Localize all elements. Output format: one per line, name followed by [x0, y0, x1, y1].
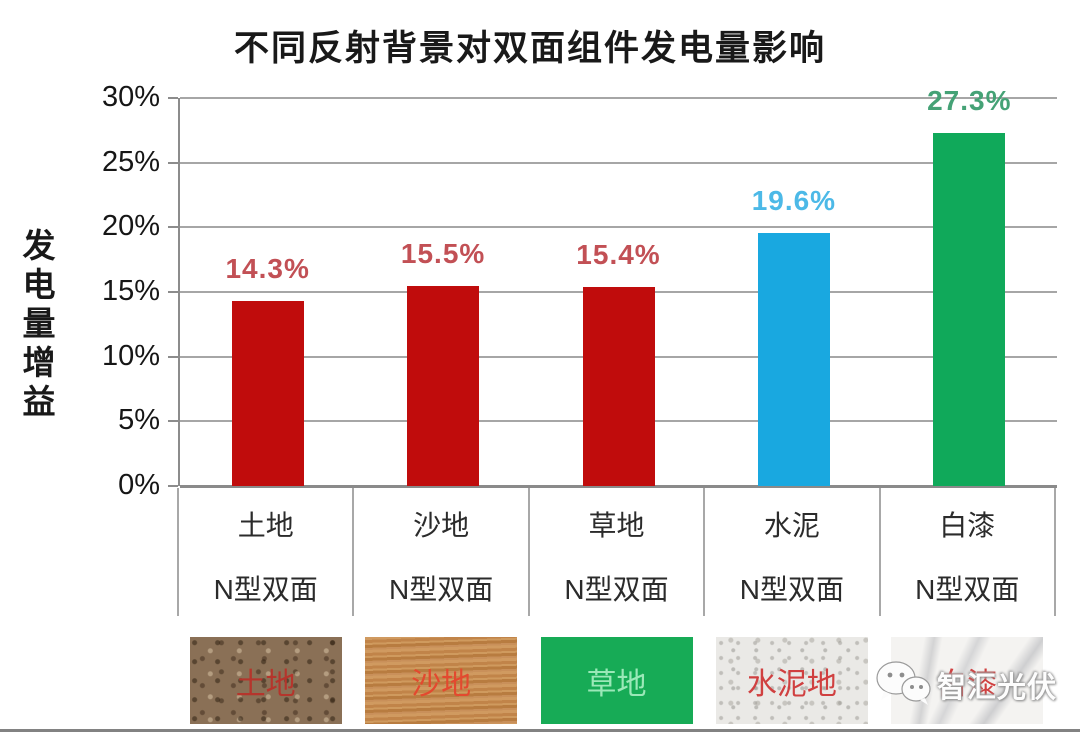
- bar-grass: [582, 287, 655, 486]
- y-tick-mark-25%: [168, 161, 178, 164]
- gridline-25%: [180, 161, 1057, 164]
- value-label-sand: 15.5%: [400, 238, 486, 269]
- category-sublabel-cement: N型双面: [739, 574, 844, 605]
- gridline-30%: [180, 97, 1057, 99]
- y-tick-label-20%: 20%: [101, 210, 160, 243]
- y-tick-mark-15%: [168, 291, 178, 293]
- category-separator-2: [527, 488, 530, 616]
- category-axis: 土地 N型双面 沙地 N型双面 草地 N型双面 水泥 N型双面 白漆 N型双面: [177, 486, 1056, 618]
- value-label-cement: 19.6%: [751, 185, 837, 216]
- category-label-white-paint: 白漆: [939, 510, 996, 541]
- category-label-soil: 土地: [237, 510, 294, 541]
- category-separator-1: [352, 488, 355, 616]
- texture-swatch-grass: 草地: [540, 637, 693, 724]
- category-sublabel-white-paint: N型双面: [915, 574, 1020, 605]
- value-label-white-paint: 27.3%: [927, 85, 1012, 116]
- y-tick-mark-20%: [168, 226, 178, 229]
- y-axis-title: 发电量增益: [18, 228, 55, 423]
- texture-label-soil: 土地: [235, 667, 296, 701]
- texture-swatch-sand: 沙地: [365, 637, 518, 724]
- y-tick-label-25%: 25%: [101, 145, 160, 178]
- texture-label-grass: 草地: [586, 667, 647, 701]
- gridline-20%: [180, 226, 1057, 229]
- value-label-grass: 15.4%: [576, 239, 661, 270]
- category-cell-sand: 沙地 N型双面: [353, 486, 528, 618]
- texture-swatch-soil: 土地: [189, 637, 342, 724]
- bar-soil: [231, 301, 304, 486]
- texture-legend: 土地 沙地 草地 水泥地 白漆: [178, 637, 1055, 724]
- texture-label-cement: 水泥地: [746, 667, 837, 701]
- y-tick-mark-0%: [168, 485, 178, 487]
- y-tick-label-0%: 0%: [118, 468, 160, 501]
- category-separator-4: [878, 488, 881, 616]
- category-label-sand: 沙地: [413, 510, 470, 541]
- category-label-grass: 草地: [588, 510, 645, 541]
- bar-white-paint: [933, 133, 1006, 486]
- plot-area: 30% 25% 20% 15% 10% 5% 0% 14.3% 15.5% 15.4% 19.6% 2…: [102, 81, 1057, 501]
- y-tick-label-5%: 5%: [118, 404, 160, 437]
- category-label-cement: 水泥: [763, 510, 820, 541]
- category-cell-soil: 土地 N型双面: [178, 486, 353, 618]
- category-separator-3: [703, 488, 706, 616]
- category-sublabel-grass: N型双面: [564, 574, 669, 605]
- y-tick-label-15%: 15%: [101, 274, 160, 307]
- y-tick-label-10%: 10%: [101, 339, 160, 372]
- chart-title: 不同反射背景对双面组件发电量影响: [233, 29, 826, 68]
- category-sublabel-sand: N型双面: [388, 574, 494, 605]
- category-separator-0: [177, 488, 179, 616]
- y-tick-mark-10%: [168, 355, 178, 358]
- y-tick-mark-5%: [168, 420, 178, 423]
- texture-swatch-white-paint: 白漆: [891, 637, 1044, 724]
- category-cell-cement: 水泥 N型双面: [704, 486, 879, 618]
- bar-sand: [407, 286, 480, 486]
- y-tick-label-30%: 30%: [101, 80, 160, 113]
- category-separator-5: [1054, 488, 1056, 616]
- texture-swatch-cement: 水泥地: [715, 637, 868, 724]
- texture-label-white-paint: 白漆: [937, 667, 998, 701]
- bar-cement: [757, 233, 830, 486]
- category-cell-grass: 草地 N型双面: [529, 486, 704, 618]
- y-tick-mark-30%: [168, 97, 178, 99]
- category-cell-white-paint: 白漆 N型双面: [880, 486, 1055, 618]
- value-label-soil: 14.3%: [225, 253, 310, 284]
- image-bottom-border: [0, 729, 1080, 732]
- gridline-0%: [180, 485, 1057, 488]
- texture-label-sand: 沙地: [411, 667, 472, 701]
- category-sublabel-soil: N型双面: [213, 574, 318, 605]
